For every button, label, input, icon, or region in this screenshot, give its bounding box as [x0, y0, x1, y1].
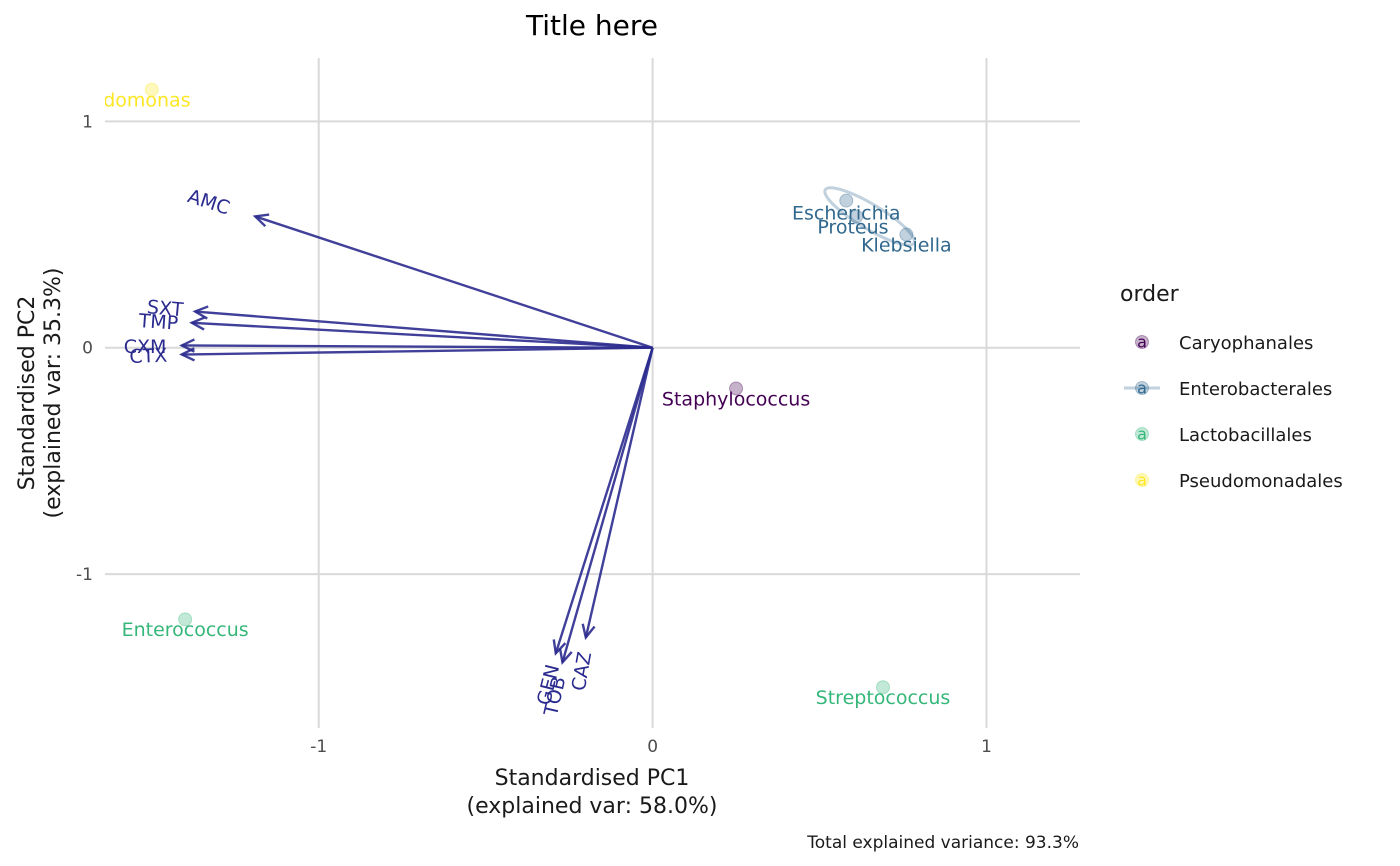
legend-key-point: [1135, 473, 1149, 487]
caption: Total explained variance: 93.3%: [806, 833, 1079, 853]
y-axis-title-line-2: (explained var: 35.3%): [41, 268, 66, 519]
arrow-shaft: [181, 344, 653, 349]
arrow-tmp: TMP: [137, 310, 653, 349]
x-tick-label: 0: [647, 737, 658, 757]
arrow-shaft: [191, 321, 653, 349]
arrow-sxt: SXT: [146, 296, 653, 349]
tick-labels: -1 0 1 1 0 -1: [76, 112, 992, 757]
arrow-caz: CAZ: [568, 347, 654, 693]
arrow-head: [192, 305, 209, 320]
legend-label: Enterobacterales: [1179, 379, 1332, 400]
arrow-head: [179, 347, 195, 362]
point-klebsiella: [899, 227, 914, 242]
arrow-shaft: [584, 347, 654, 638]
legend-item-caryophanales: a Caryophanales: [1135, 333, 1313, 354]
point-enterococcus: [178, 612, 193, 627]
ellipse-enterobacterales: [823, 186, 916, 247]
arrow-label-sxt: SXT: [146, 296, 185, 321]
x-axis-title-line-1: Standardised PC1: [495, 766, 690, 791]
arrow-label-caz: CAZ: [568, 650, 596, 693]
arrow-shaft: [561, 347, 654, 663]
arrow-shaft: [181, 346, 653, 356]
point-label-enterococcus: Enterococcus: [122, 619, 249, 641]
point-label-proteus: Proteus: [817, 216, 888, 238]
y-tick-label: 0: [82, 339, 93, 359]
legend-title: order: [1120, 282, 1180, 307]
legend-item-pseudomonadales: a Pseudomonadales: [1135, 471, 1343, 492]
arrow-label-ctx: CTX: [129, 345, 168, 368]
arrow-label-amc: AMC: [185, 185, 232, 219]
arrow-head: [189, 316, 206, 331]
arrow-shaft: [254, 215, 653, 349]
legend-key-point: [1135, 381, 1149, 395]
point-streptococcus: [875, 680, 890, 695]
legend-key-point: [1135, 427, 1149, 441]
arrow-ctx: CTX: [129, 345, 653, 368]
point-label-pseudomonas: eudomonas: [79, 90, 190, 112]
x-tick-label: -1: [310, 737, 327, 757]
legend-key-point: [1135, 335, 1149, 349]
point-label-streptococcus: Streptococcus: [816, 687, 951, 709]
arrow-amc: AMC: [185, 185, 653, 349]
point-proteus: [849, 209, 864, 224]
y-tick-label: 1: [82, 112, 93, 132]
arrow-shaft: [195, 310, 653, 349]
legend-label: Lactobacillales: [1179, 425, 1312, 446]
legend: order a Caryophanales a Enterobacterales a La…: [1120, 282, 1343, 492]
x-axis-title-line-2: (explained var: 58.0%): [467, 794, 718, 819]
arrow-cxm: CXM: [124, 336, 653, 358]
arrow-head: [252, 213, 270, 228]
legend-key-letter: a: [1137, 333, 1147, 352]
point-label-escherichia: Escherichia: [792, 203, 901, 225]
arrow-head: [552, 639, 567, 656]
point-staphylococcus: [729, 381, 744, 396]
legend-label: Pseudomonadales: [1179, 471, 1343, 492]
ellipses: [823, 186, 916, 247]
arrow-shaft: [554, 347, 654, 654]
point-label-staphylococcus: Staphylococcus: [662, 388, 810, 410]
points: [144, 82, 914, 695]
point-escherichia: [839, 193, 854, 208]
legend-item-lactobacillales: a Lactobacillales: [1135, 425, 1312, 446]
arrow-label-tmp: TMP: [137, 310, 179, 335]
point-pseudomonas: [144, 82, 159, 97]
arrow-label-cxm: CXM: [124, 336, 167, 358]
arrow-tob: TOB: [540, 347, 654, 719]
arrow-head: [558, 648, 573, 666]
y-tick-label: -1: [76, 565, 93, 585]
x-tick-label: 1: [981, 737, 992, 757]
legend-item-enterobacterales: a Enterobacterales: [1124, 379, 1332, 400]
arrow-head: [581, 623, 596, 641]
legend-key-letter: a: [1137, 379, 1147, 398]
y-axis-title-line-1: Standardised PC2: [15, 296, 40, 491]
point-label-klebsiella: Klebsiella: [861, 234, 952, 256]
legend-key-letter: a: [1137, 471, 1147, 490]
legend-label: Caryophanales: [1179, 333, 1313, 354]
chart-title: Title here: [525, 9, 658, 42]
legend-key-letter: a: [1137, 425, 1147, 444]
